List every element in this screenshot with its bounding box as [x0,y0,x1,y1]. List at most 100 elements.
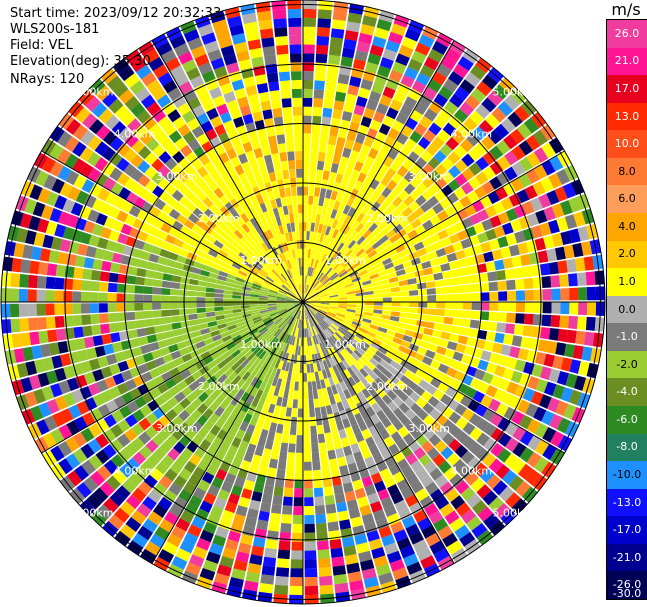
velocity-gate [546,190,560,205]
velocity-gate [335,173,344,184]
velocity-gate [282,169,290,180]
velocity-gate [192,546,208,560]
velocity-gate [399,234,411,244]
velocity-gate [329,258,337,268]
velocity-gate [400,296,410,302]
velocity-gate [465,94,481,110]
velocity-gate [460,509,477,524]
velocity-gate [390,286,401,293]
velocity-gate [289,425,297,436]
velocity-gate [315,214,321,224]
velocity-gate [359,355,369,365]
velocity-gate [326,312,336,318]
velocity-gate [268,403,276,414]
velocity-gate [327,289,337,294]
velocity-gate [335,447,345,459]
velocity-gate [425,532,441,547]
velocity-gate [303,284,306,294]
velocity-gate [537,250,549,263]
velocity-gate [277,53,289,64]
velocity-gate [384,542,399,555]
velocity-gate [251,454,262,465]
velocity-gate [392,419,404,431]
velocity-gate [442,122,457,137]
velocity-gate [287,316,294,325]
velocity-gate [298,310,302,320]
velocity-gate [281,332,287,342]
velocity-gate [281,98,292,108]
velocity-gate [535,351,547,365]
velocity-gate [370,277,381,284]
velocity-gate [221,421,232,433]
velocity-gate [310,306,318,313]
velocity-gate [287,398,293,408]
velocity-gate [427,295,437,302]
velocity-gate [469,213,481,226]
velocity-gate [294,133,302,143]
velocity-gate [335,230,343,241]
velocity-gate [578,302,588,316]
velocity-gate [290,71,302,81]
velocity-gate [307,213,312,223]
velocity-gate [289,381,295,391]
velocity-gate [281,351,287,362]
velocity-gate [303,133,311,143]
velocity-gate [319,188,327,198]
velocity-gate [307,266,311,276]
velocity-gate [343,102,355,113]
velocity-gate [453,309,463,318]
velocity-gate [407,278,417,285]
velocity-gate [539,394,552,409]
velocity-gate [470,88,486,103]
velocity-gate [293,213,299,223]
velocity-gate [430,359,441,370]
velocity-gate [372,285,382,291]
velocity-gate [514,230,526,244]
velocity-gate [143,302,153,311]
velocity-gate [38,261,49,276]
velocity-gate [305,346,309,356]
velocity-gate [303,284,305,294]
velocity-gate [364,417,375,429]
velocity-gate [10,273,21,288]
velocity-gate [422,176,435,189]
velocity-gate [233,559,248,572]
velocity-gate [431,71,447,86]
velocity-gate [562,182,576,199]
velocity-gate [303,195,308,205]
velocity-gate [328,54,341,65]
velocity-gate [332,319,342,326]
velocity-gate [414,326,425,334]
velocity-gate [433,322,444,331]
velocity-gate [339,371,348,381]
velocity-gate [317,286,326,293]
velocity-gate [316,380,322,390]
velocity-gate [354,412,364,424]
velocity-gate [316,160,325,171]
velocity-gate [425,481,439,495]
velocity-gate [351,338,361,347]
velocity-gate [506,381,519,395]
velocity-gate [269,144,279,155]
velocity-gate [314,505,326,515]
velocity-gate [371,402,382,414]
velocity-gate [172,268,183,277]
velocity-gate [369,357,379,367]
velocity-gate [441,406,454,419]
velocity-gate [323,161,332,172]
velocity-gate [274,584,289,595]
velocity-gates [0,0,606,605]
velocity-gate [45,316,56,329]
velocity-gate [388,320,399,327]
velocity-gate [298,399,303,409]
velocity-gate [304,310,307,320]
velocity-gate [389,234,400,244]
velocity-gate [291,88,302,98]
velocity-gate [288,362,294,373]
velocity-gate [425,208,437,219]
velocity-gate [92,259,103,270]
velocity-gate [386,107,399,120]
velocity-gate [336,373,344,383]
velocity-gate [563,403,577,420]
velocity-gate [147,511,163,526]
